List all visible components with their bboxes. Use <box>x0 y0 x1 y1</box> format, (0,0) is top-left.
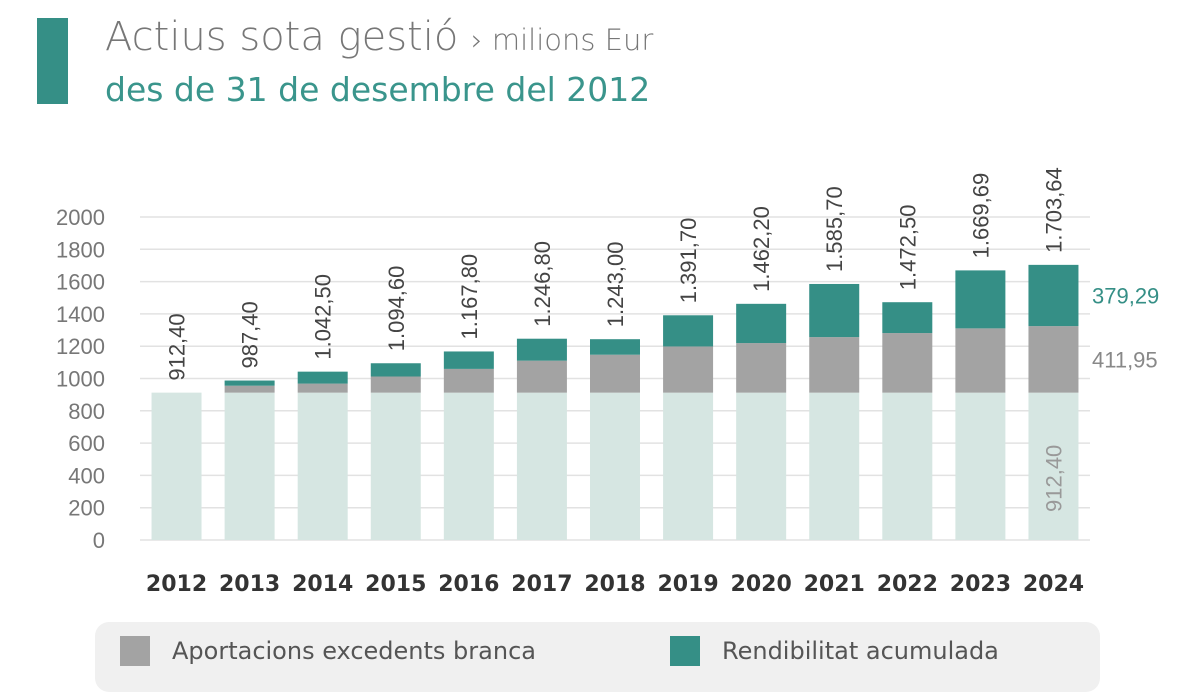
chart-title: Actius sota gestió › milions Eur <box>105 14 653 60</box>
bar-segment-base <box>1028 392 1079 540</box>
bar-segment-base <box>151 392 202 540</box>
y-tick-label: 2000 <box>56 205 105 230</box>
total-label: 987,40 <box>238 301 263 368</box>
x-tick-label: 2019 <box>657 572 718 597</box>
y-tick-label: 1400 <box>56 302 105 327</box>
bar-segment-base <box>809 392 860 540</box>
title-accent-bar <box>37 18 68 104</box>
bar-segment-aportacions <box>955 328 1006 393</box>
total-label: 1.703,64 <box>1041 167 1066 253</box>
bar-segment-rendibilitat <box>736 303 787 344</box>
y-tick-label: 0 <box>93 528 105 553</box>
total-label: 912,40 <box>165 313 190 380</box>
title-unit: › milions Eur <box>471 23 654 57</box>
bar-segment-aportacions <box>516 360 567 393</box>
y-tick-label: 1200 <box>56 334 105 359</box>
title-text: Actius sota gestió <box>105 14 459 60</box>
bar-segment-base <box>443 392 494 540</box>
x-tick-label: 2022 <box>877 572 938 597</box>
x-tick-label: 2014 <box>292 572 353 597</box>
legend-label: Rendibilitat acumulada <box>722 637 999 665</box>
bar-segment-aportacions <box>370 376 421 393</box>
x-tick-label: 2017 <box>511 572 572 597</box>
legend-item-aportacions: Aportacions excedents branca <box>120 636 536 666</box>
bar-segment-base <box>224 392 275 540</box>
y-tick-label: 1600 <box>56 270 105 295</box>
total-label: 1.243,00 <box>603 242 628 328</box>
y-tick-label: 200 <box>68 496 105 521</box>
bar-segment-base <box>297 392 348 540</box>
y-tick-label: 400 <box>68 463 105 488</box>
bar-segment-rendibilitat <box>809 283 860 338</box>
bar-segment-rendibilitat <box>516 338 567 361</box>
total-label: 1.391,70 <box>676 218 701 304</box>
bar-segment-base <box>590 392 640 540</box>
bar-segment-aportacions <box>809 337 860 393</box>
annotation-base: 912,40 <box>1041 445 1066 512</box>
bar-segment-rendibilitat <box>370 363 421 377</box>
stacked-bar-chart: 0 200 400 600 800 1000 1200 1400 1600 1800 2000 912… <box>56 167 1159 597</box>
bar-segment-rendibilitat <box>955 270 1006 329</box>
y-tick-label: 1800 <box>56 237 105 262</box>
bar-segment-aportacions <box>882 333 933 393</box>
bar-segment-rendibilitat <box>224 380 275 386</box>
bar-segment-rendibilitat <box>882 302 933 334</box>
bar-segment-base <box>736 392 787 540</box>
bar-segment-base <box>516 392 567 540</box>
y-tick-label: 800 <box>68 399 105 424</box>
total-label: 1.246,80 <box>530 241 555 327</box>
bar-segment-rendibilitat <box>663 315 714 347</box>
bar-segment-aportacions <box>663 346 714 393</box>
bar-segment-aportacions <box>443 368 494 393</box>
legend-swatch-aportacions <box>120 636 150 666</box>
bar-segment-rendibilitat <box>1028 264 1079 327</box>
x-tick-label: 2024 <box>1023 572 1084 597</box>
bar-segment-base <box>882 392 933 540</box>
total-label: 1.462,20 <box>749 206 774 292</box>
total-label: 1.094,60 <box>384 266 409 352</box>
bar-segment-aportacions <box>590 354 640 393</box>
x-tick-label: 2012 <box>146 572 207 597</box>
x-tick-label: 2018 <box>584 572 645 597</box>
legend: Aportacions excedents branca Rendibilita… <box>95 622 1100 692</box>
x-tick-label: 2015 <box>365 572 426 597</box>
bar-segment-rendibilitat <box>443 351 494 369</box>
bar-segment-rendibilitat <box>297 371 348 384</box>
bar-segment-rendibilitat <box>590 339 640 355</box>
legend-label: Aportacions excedents branca <box>172 637 536 665</box>
legend-item-rendibilitat: Rendibilitat acumulada <box>670 636 999 666</box>
x-tick-label: 2016 <box>438 572 499 597</box>
x-tick-label: 2021 <box>804 572 865 597</box>
bar-segment-aportacions <box>297 383 348 393</box>
bar-segment-base <box>663 392 714 540</box>
total-label: 1.167,80 <box>457 254 482 340</box>
bar-segment-aportacions <box>1028 326 1079 393</box>
bar-segment-aportacions <box>224 385 275 393</box>
y-tick-label: 600 <box>68 431 105 456</box>
bar-segment-base <box>955 392 1006 540</box>
y-tick-label: 1000 <box>56 367 105 392</box>
x-tick-label: 2020 <box>731 572 792 597</box>
chart-subtitle: des de 31 de desembre del 2012 <box>105 70 651 109</box>
total-label: 1.585,70 <box>822 186 847 272</box>
x-tick-label: 2013 <box>219 572 280 597</box>
bar-segment-aportacions <box>736 343 787 393</box>
bar-segment-base <box>370 392 421 540</box>
total-label: 1.042,50 <box>311 274 336 360</box>
x-tick-label: 2023 <box>950 572 1011 597</box>
total-label: 1.669,69 <box>968 173 993 259</box>
legend-swatch-rendibilitat <box>670 636 700 666</box>
annotation-rendibilitat: 379,29 <box>1092 283 1159 308</box>
total-label: 1.472,50 <box>895 205 920 291</box>
annotation-aportacions: 411,95 <box>1092 347 1158 372</box>
